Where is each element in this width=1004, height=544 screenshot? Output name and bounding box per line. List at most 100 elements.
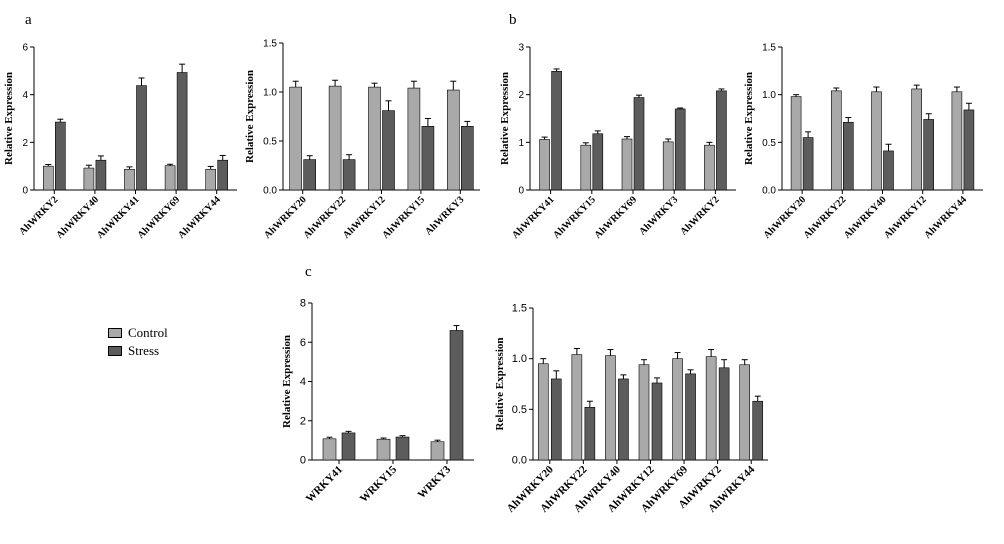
chart1-control-bar	[124, 168, 135, 191]
chart5-category-label: WRKY3	[416, 463, 454, 501]
chart3-control-bar	[580, 144, 592, 191]
chart2-stress-bar	[421, 126, 435, 191]
legend-label-stress: Stress	[128, 343, 160, 358]
chart3-y-tick-label: 1	[518, 138, 524, 149]
chart2-y-axis-label: Relative Expression	[244, 70, 256, 163]
chart4-y-tick-label: 0.5	[762, 138, 776, 149]
chart2-y-tick-label: 1.0	[263, 88, 277, 99]
chart6-stress-bar	[550, 378, 562, 461]
chart5-y-tick-label: 8	[300, 298, 306, 310]
chart2-control-bar	[407, 87, 421, 191]
chart3-y-tick-label: 3	[518, 43, 524, 54]
chart4-y-axis-label: Relative Expression	[743, 72, 755, 165]
chart2-category-label: AhWRKY15	[380, 194, 427, 241]
chart2-category-label: AhWRKY3	[423, 194, 466, 237]
legend-item-control: Control	[108, 324, 168, 342]
chart1-control-bar	[205, 168, 216, 191]
chart6-control-bar	[537, 363, 549, 461]
chart3-stress-bar	[551, 71, 562, 191]
chart1-stress-bar	[54, 121, 66, 191]
chart4-control-bar	[911, 88, 923, 191]
chart3-category-label: AhWRKY41	[510, 194, 557, 241]
chart6-control-bar	[571, 354, 583, 461]
chart1-category-label: AhWRKY2	[17, 194, 60, 237]
chart4-stress-bar	[883, 150, 894, 191]
chart2-y-tick-label: 0.5	[263, 137, 277, 148]
chart2-control-bar	[289, 86, 303, 191]
chart3-control-bar	[704, 144, 715, 191]
panel-label-a: a	[25, 12, 32, 28]
chart6-stress-bar	[584, 407, 596, 461]
chart1-control-bar	[164, 165, 176, 191]
chart1-y-tick-label: 6	[22, 43, 28, 54]
chart3-stress-bar	[633, 97, 645, 191]
chart1-y-tick-label: 4	[22, 90, 28, 101]
chart4-y-tick-label: 1.0	[762, 90, 776, 101]
chart3-category-label: AhWRKY15	[551, 194, 598, 241]
chart5-y-tick-label: 2	[300, 415, 306, 427]
chart6-control-bar	[672, 358, 683, 461]
chart2-stress-bar	[303, 159, 317, 191]
chart2-control-bar	[368, 86, 381, 191]
chart2-stress-bar	[342, 159, 356, 191]
panel-label-b: b	[509, 12, 517, 28]
chart5-y-axis-label: Relative Expression	[281, 335, 293, 428]
chart6-y-tick-label: 1.5	[512, 303, 527, 315]
chart3-y-axis-label: Relative Expression	[499, 72, 511, 165]
chart5-control-bar	[376, 438, 391, 461]
chart2-y-tick-label: 1.5	[263, 39, 277, 50]
chart4-control-bar	[790, 96, 802, 191]
chart6-control-bar	[739, 364, 751, 461]
legend-label-control: Control	[128, 325, 168, 340]
chart3-category-label: AhWRKY2	[678, 194, 721, 237]
legend: Control Stress	[108, 324, 168, 360]
chart6-stress-bar	[651, 382, 663, 461]
chart4-stress-bar	[923, 119, 935, 191]
chart3-control-bar	[662, 141, 674, 191]
chart5-control-bar	[322, 438, 337, 461]
chart2-stress-bar	[382, 110, 395, 191]
chart3-category-label: AhWRKY69	[592, 194, 639, 241]
chart1-category-label: AhWRKY40	[54, 194, 101, 241]
chart3-y-tick-label: 2	[518, 90, 524, 101]
stress-swatch	[108, 346, 122, 356]
chart4-stress-bar	[842, 122, 854, 191]
chart5-category-label: WRKY15	[358, 463, 400, 505]
chart4-y-tick-label: 1.5	[762, 43, 776, 54]
chart6-y-tick-label: 0.0	[512, 455, 527, 467]
chart1-y-axis-label: Relative Expression	[3, 72, 15, 165]
panel-label-c: c	[305, 264, 312, 280]
chart1-category-label: AhWRKY69	[136, 194, 183, 241]
chart5-y-tick-label: 6	[300, 337, 306, 349]
chart6-y-tick-label: 1.0	[512, 353, 527, 365]
chart5-y-tick-label: 0	[300, 455, 306, 467]
chart4-control-bar	[871, 91, 882, 191]
chart4-stress-bar	[802, 137, 814, 191]
chart3-stress-bar	[592, 133, 604, 191]
chart2-control-bar	[328, 85, 342, 191]
chart2-y-tick-label: 0.0	[263, 186, 277, 197]
chart6-stress-bar	[618, 378, 629, 461]
chart4-stress-bar	[963, 109, 975, 191]
chart1-stress-bar	[217, 159, 228, 191]
chart6-stress-bar	[718, 367, 730, 461]
chart5-category-label: WRKY41	[304, 464, 345, 505]
chart1-category-label: AhWRKY44	[176, 194, 223, 241]
control-swatch	[108, 328, 122, 338]
chart4-y-tick-label: 0.0	[762, 186, 776, 197]
chart5-y-tick-label: 4	[300, 376, 306, 388]
chart3-control-bar	[621, 138, 633, 191]
chart1-category-label: AhWRKY41	[95, 194, 142, 241]
chart4-control-bar	[830, 90, 842, 191]
chart2-control-bar	[446, 89, 460, 191]
chart1-control-bar	[42, 165, 54, 191]
chart6-y-tick-label: 0.5	[512, 404, 527, 416]
chart5-stress-bar	[395, 436, 410, 461]
chart6-control-bar	[705, 356, 717, 461]
chart5-control-bar	[430, 441, 445, 461]
chart3-y-tick-label: 0	[518, 186, 524, 197]
chart3-category-label: AhWRKY3	[637, 194, 680, 237]
chart1-y-tick-label: 2	[22, 138, 28, 149]
chart6-control-bar	[638, 364, 650, 461]
